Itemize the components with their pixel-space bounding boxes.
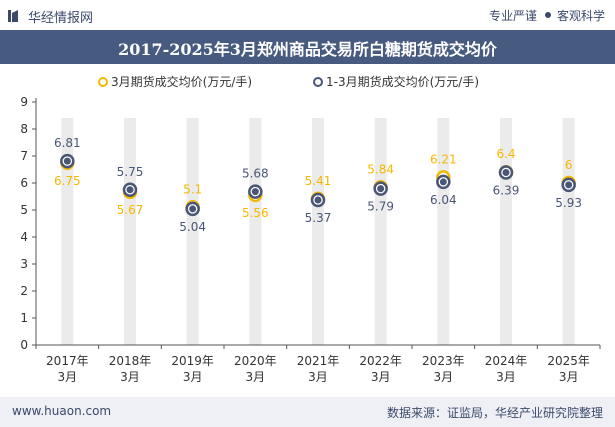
title-bar: 2017-2025年3月郑州商品交易所白糖期货成交均价: [0, 30, 615, 64]
x-tick-label-month: 3月: [246, 370, 266, 384]
data-label-ytd: 6.04: [430, 193, 457, 207]
category-band: [312, 118, 324, 345]
separator-dot-icon: [544, 12, 551, 18]
slogan-left: 专业严谨: [488, 9, 537, 23]
x-tick-label-month: 3月: [371, 370, 391, 384]
data-label-march: 5.1: [183, 182, 202, 196]
data-label-march: 6.21: [430, 152, 457, 166]
data-point-ytd-core: [126, 186, 134, 194]
footer: www.huaon.com 数据来源：证监局，华经产业研究院整理: [0, 397, 615, 427]
data-label-march: 5.67: [117, 203, 144, 217]
y-tick-label: 7: [20, 149, 28, 163]
data-label-ytd: 5.68: [242, 167, 269, 181]
y-tick-label: 2: [20, 284, 28, 298]
category-band: [61, 118, 74, 345]
x-tick-label-month: 3月: [434, 370, 454, 384]
data-label-ytd: 6.39: [493, 183, 520, 197]
data-label-ytd: 5.75: [117, 165, 144, 179]
data-point-ytd-core: [502, 168, 510, 176]
data-label-ytd: 5.37: [305, 211, 332, 225]
y-tick-label: 9: [20, 95, 28, 109]
x-tick-label-year: 2024年: [485, 354, 528, 368]
data-label-march: 5.56: [242, 206, 269, 220]
x-tick-label-month: 3月: [58, 370, 78, 384]
data-point-ytd-core: [377, 185, 385, 193]
brand-name: 华经情报网: [28, 11, 94, 26]
category-band: [562, 118, 575, 345]
data-point-ytd-core: [439, 178, 447, 186]
x-tick-label-month: 3月: [120, 370, 140, 384]
y-tick-label: 0: [20, 338, 28, 352]
category-band: [186, 118, 199, 345]
legend-label-ytd: 1-3月期货成交均价(万元/手): [326, 74, 479, 89]
x-tick-label-year: 2023年: [422, 354, 465, 368]
data-label-march: 6.4: [496, 147, 515, 161]
data-point-ytd-core: [251, 188, 259, 196]
x-tick-label-year: 2025年: [547, 354, 590, 368]
legend-label-march: 3月期货成交均价(万元/手): [111, 74, 252, 89]
data-source: 数据来源：证监局，华经产业研究院整理: [386, 406, 603, 420]
data-label-march: 6.75: [54, 174, 81, 188]
x-tick-label-year: 2018年: [109, 354, 152, 368]
data-label-ytd: 5.93: [555, 196, 582, 210]
data-point-ytd-core: [189, 205, 197, 213]
data-label-march: 5.84: [367, 162, 394, 176]
category-band: [249, 118, 262, 345]
legend-marker-ytd: [313, 77, 323, 87]
data-label-ytd: 5.04: [179, 220, 206, 234]
x-tick-label-year: 2019年: [171, 354, 214, 368]
x-tick-label-month: 3月: [183, 370, 203, 384]
x-tick-label-year: 2017年: [46, 354, 89, 368]
y-tick-label: 8: [20, 122, 28, 136]
y-tick-label: 1: [20, 311, 28, 325]
slogan: 专业严谨 客观科学: [489, 7, 605, 24]
y-tick-label: 3: [20, 257, 28, 271]
data-label-march: 5.41: [305, 174, 332, 188]
slogan-right: 客观科学: [556, 9, 605, 23]
chart: 3月期货成交均价(万元/手) 1-3月期货成交均价(万元/手) 0 1 2 3 4 5 6 7 8 9…: [20, 74, 601, 384]
data-point-ytd-core: [565, 181, 573, 189]
category-band: [374, 118, 387, 345]
x-tick-label-month: 3月: [496, 370, 516, 384]
logo-icon: [8, 10, 18, 22]
legend-marker-march: [98, 77, 108, 87]
x-tick-label-month: 3月: [308, 370, 328, 384]
data-label-ytd: 5.79: [367, 200, 394, 214]
y-tick-label: 6: [20, 176, 28, 190]
data-label-ytd: 6.81: [54, 136, 81, 150]
chart-title: 2017-2025年3月郑州商品交易所白糖期货成交均价: [118, 40, 497, 59]
x-tick-label-year: 2020年: [234, 354, 277, 368]
y-tick-label: 5: [20, 203, 28, 217]
top-bar: 华经情报网 专业严谨 客观科学: [0, 0, 615, 30]
category-band: [124, 118, 136, 345]
data-label-march: 6: [565, 158, 573, 172]
data-point-ytd-core: [314, 196, 322, 204]
y-tick-label: 4: [20, 230, 28, 244]
x-tick-label-month: 3月: [559, 370, 579, 384]
x-tick-label-year: 2021年: [297, 354, 340, 368]
data-point-ytd-core: [63, 157, 71, 165]
website-link[interactable]: www.huaon.com: [12, 404, 112, 418]
x-tick-label-year: 2022年: [359, 354, 402, 368]
